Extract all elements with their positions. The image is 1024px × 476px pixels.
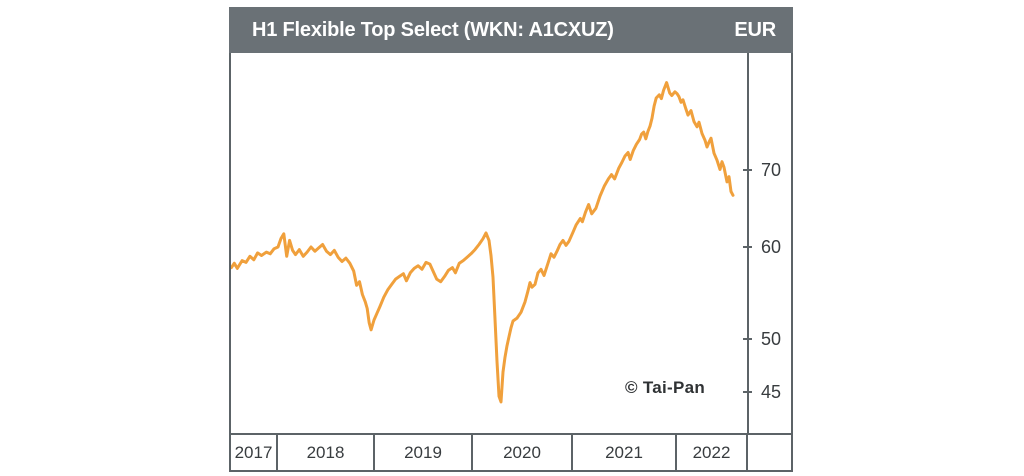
year-cell-empty bbox=[748, 435, 791, 470]
chart-block: H1 Flexible Top Select (WKN: A1CXUZ) EUR… bbox=[229, 7, 793, 472]
currency-label: EUR bbox=[734, 18, 776, 41]
y-axis-labels: 70 60 50 45 bbox=[743, 53, 793, 433]
chart-header: H1 Flexible Top Select (WKN: A1CXUZ) EUR bbox=[229, 7, 793, 53]
y-tick-mark bbox=[743, 391, 752, 393]
price-line bbox=[231, 81, 735, 404]
year-cell-2017: 2017 bbox=[231, 435, 278, 470]
chart-body: © Tai-Pan 70 60 50 45 bbox=[229, 53, 793, 435]
plot-area: © Tai-Pan bbox=[231, 53, 747, 433]
year-cell-2021: 2021 bbox=[573, 435, 677, 470]
y-tick-mark bbox=[743, 246, 752, 248]
year-cell-2018: 2018 bbox=[278, 435, 375, 470]
y-tick-label: 45 bbox=[760, 382, 782, 402]
x-axis-year-row: 2017 2018 2019 2020 2021 2022 bbox=[229, 435, 793, 472]
chart-title: H1 Flexible Top Select (WKN: A1CXUZ) bbox=[252, 18, 614, 41]
price-line-svg bbox=[231, 81, 735, 404]
y-tick-label: 70 bbox=[760, 160, 782, 180]
y-tick-label: 50 bbox=[760, 329, 782, 349]
year-cell-2022: 2022 bbox=[677, 435, 748, 470]
y-tick-mark bbox=[743, 338, 752, 340]
year-cell-2019: 2019 bbox=[375, 435, 473, 470]
y-tick-mark bbox=[743, 169, 752, 171]
tai-pan-watermark: © Tai-Pan bbox=[625, 378, 706, 397]
year-cell-2020: 2020 bbox=[473, 435, 573, 470]
y-tick-label: 60 bbox=[760, 237, 782, 257]
